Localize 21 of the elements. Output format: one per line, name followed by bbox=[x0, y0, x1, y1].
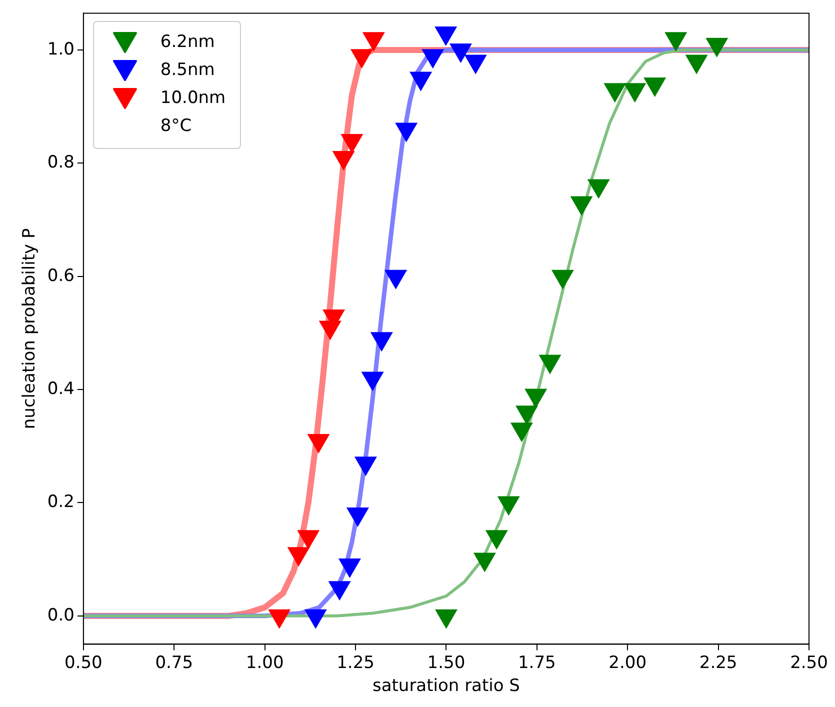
y-tick-label: 0.6 bbox=[47, 266, 74, 286]
legend-label: 10.0nm bbox=[160, 88, 226, 108]
y-tick-label: 1.0 bbox=[47, 39, 74, 60]
y-tick-label: 0.4 bbox=[47, 378, 74, 399]
legend-label: 6.2nm bbox=[160, 32, 215, 52]
y-axis-title: nucleation probability P bbox=[20, 228, 40, 430]
x-tick-label: 0.75 bbox=[155, 652, 194, 673]
y-tick-label: 0.8 bbox=[47, 152, 74, 173]
x-tick-label: 2.25 bbox=[699, 652, 738, 673]
x-axis-title: saturation ratio S bbox=[372, 676, 520, 696]
x-tick-label: 2.00 bbox=[608, 652, 647, 673]
x-tick-label: 1.00 bbox=[246, 652, 284, 673]
y-tick-label: 0.2 bbox=[47, 492, 74, 512]
y-tick-label: 0.0 bbox=[47, 605, 74, 626]
x-tick-label: 1.50 bbox=[427, 652, 466, 673]
legend-label: 8.5nm bbox=[160, 60, 215, 80]
x-tick-label: 0.50 bbox=[64, 652, 102, 673]
x-tick-label: 1.25 bbox=[336, 652, 374, 673]
x-tick-label: 2.50 bbox=[790, 652, 828, 673]
annotation: 8°C bbox=[160, 116, 192, 136]
x-tick-label: 1.75 bbox=[518, 652, 556, 673]
